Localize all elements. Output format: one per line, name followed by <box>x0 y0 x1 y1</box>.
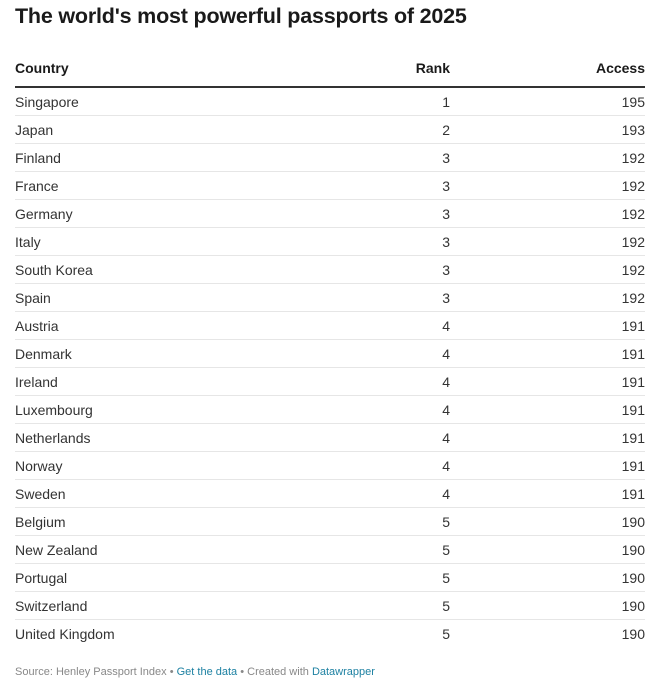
access-cell: 195 <box>621 94 645 110</box>
rank-cell: 3 <box>442 178 450 194</box>
country-cell: Denmark <box>15 346 72 362</box>
rank-cell: 4 <box>442 318 450 334</box>
country-cell: Netherlands <box>15 430 91 446</box>
table-row: Japan 2 193 <box>15 116 645 144</box>
table-row: Netherlands 4 191 <box>15 424 645 452</box>
access-cell: 191 <box>621 402 645 418</box>
rank-cell: 4 <box>442 486 450 502</box>
table-row: Italy 3 192 <box>15 228 645 256</box>
rank-cell: 2 <box>442 122 450 138</box>
country-cell: Portugal <box>15 570 68 586</box>
access-cell: 190 <box>621 514 645 530</box>
table-row: Singapore 1 195 <box>15 88 645 116</box>
table-row: Finland 3 192 <box>15 144 645 172</box>
country-cell: France <box>15 178 59 194</box>
rank-cell: 3 <box>442 262 450 278</box>
table-row: Austria 4 191 <box>15 312 645 340</box>
country-cell: Japan <box>15 122 54 138</box>
access-cell: 191 <box>621 318 645 334</box>
country-cell: South Korea <box>15 262 93 278</box>
table-body: Singapore 1 195 Japan 2 193 Finland 3 192 France 3… <box>15 88 645 647</box>
rank-cell: 5 <box>442 626 450 642</box>
access-cell: 191 <box>621 430 645 446</box>
table-row: New Zealand 5 190 <box>15 536 645 564</box>
rank-cell: 4 <box>442 346 450 362</box>
country-cell: Italy <box>15 234 41 250</box>
access-cell: 192 <box>621 150 645 166</box>
chart-title: The world's most powerful passports of 2… <box>15 4 467 28</box>
rank-cell: 5 <box>442 598 450 614</box>
source-text: Source: Henley Passport Index <box>15 666 167 678</box>
access-cell: 192 <box>621 178 645 194</box>
country-cell: Sweden <box>15 486 66 502</box>
rank-cell: 3 <box>442 290 450 306</box>
access-cell: 191 <box>621 458 645 474</box>
table-row: South Korea 3 192 <box>15 256 645 284</box>
table-row: France 3 192 <box>15 172 645 200</box>
footer-separator: • <box>166 666 177 678</box>
table-row: Switzerland 5 190 <box>15 592 645 620</box>
rank-cell: 4 <box>442 430 450 446</box>
table-row: United Kingdom 5 190 <box>15 620 645 647</box>
rank-cell: 5 <box>442 514 450 530</box>
passport-table: Country Rank Access Singapore 1 195 Japan 2 1… <box>15 55 645 647</box>
created-with-text: • Created with <box>237 666 312 678</box>
table-header: Country Rank Access <box>15 55 645 88</box>
country-cell: Luxembourg <box>15 402 93 418</box>
rank-cell: 3 <box>442 206 450 222</box>
country-cell: Finland <box>15 150 61 166</box>
header-access[interactable]: Access <box>595 60 645 76</box>
country-cell: Ireland <box>15 374 58 390</box>
country-cell: Spain <box>15 290 51 306</box>
table-row: Portugal 5 190 <box>15 564 645 592</box>
table-row: Sweden 4 191 <box>15 480 645 508</box>
rank-cell: 4 <box>442 374 450 390</box>
table-row: Germany 3 192 <box>15 200 645 228</box>
access-cell: 191 <box>621 374 645 390</box>
country-cell: Belgium <box>15 514 66 530</box>
access-cell: 192 <box>621 290 645 306</box>
access-cell: 192 <box>621 234 645 250</box>
access-cell: 192 <box>621 206 645 222</box>
country-cell: United Kingdom <box>15 626 115 642</box>
rank-cell: 1 <box>442 94 450 110</box>
rank-cell: 3 <box>442 150 450 166</box>
access-cell: 191 <box>621 486 645 502</box>
table-row: Spain 3 192 <box>15 284 645 312</box>
access-cell: 190 <box>621 542 645 558</box>
table-row: Denmark 4 191 <box>15 340 645 368</box>
access-cell: 190 <box>621 598 645 614</box>
country-cell: Norway <box>15 458 63 474</box>
country-cell: Switzerland <box>15 598 88 614</box>
table-row: Luxembourg 4 191 <box>15 396 645 424</box>
access-cell: 192 <box>621 262 645 278</box>
table-row: Ireland 4 191 <box>15 368 645 396</box>
rank-cell: 4 <box>442 458 450 474</box>
table-row: Belgium 5 190 <box>15 508 645 536</box>
rank-cell: 3 <box>442 234 450 250</box>
table-row: Norway 4 191 <box>15 452 645 480</box>
country-cell: Austria <box>15 318 59 334</box>
access-cell: 190 <box>621 626 645 642</box>
header-country[interactable]: Country <box>15 60 69 76</box>
rank-cell: 4 <box>442 402 450 418</box>
rank-cell: 5 <box>442 542 450 558</box>
country-cell: Germany <box>15 206 73 222</box>
access-cell: 193 <box>621 122 645 138</box>
country-cell: New Zealand <box>15 542 98 558</box>
header-rank[interactable]: Rank <box>415 60 450 76</box>
chart-footer: Source: Henley Passport Index • Get the … <box>15 666 375 678</box>
datawrapper-link[interactable]: Datawrapper <box>311 666 375 678</box>
rank-cell: 5 <box>442 570 450 586</box>
access-cell: 191 <box>621 346 645 362</box>
access-cell: 190 <box>621 570 645 586</box>
get-data-link[interactable]: Get the data <box>176 666 238 678</box>
country-cell: Singapore <box>15 94 79 110</box>
